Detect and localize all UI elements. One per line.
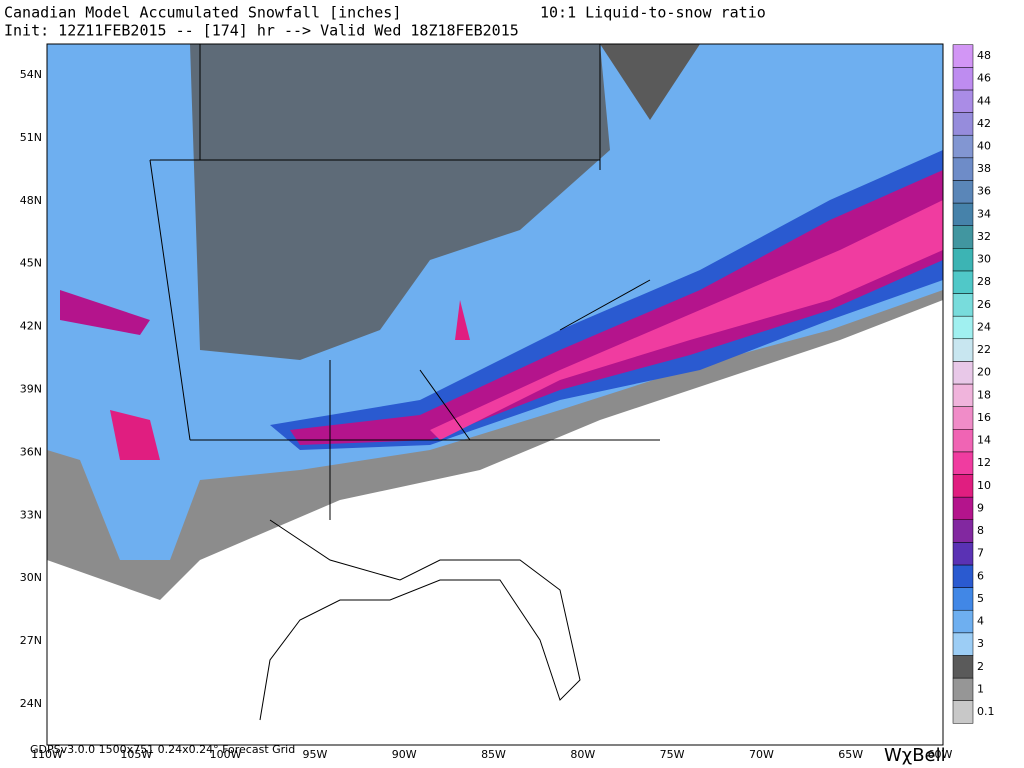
ratio: 10:1 Liquid-to-snow ratio — [540, 4, 766, 22]
colorbar-label: 14 — [977, 434, 991, 447]
colorbar-label: 10 — [977, 479, 991, 492]
colorbar-box — [952, 451, 974, 475]
lat-label: 54N — [20, 68, 42, 81]
lat-label: 45N — [20, 257, 42, 270]
colorbar-label: 30 — [977, 253, 991, 266]
lat-label: 39N — [20, 383, 42, 396]
colorbar-box — [952, 180, 974, 204]
init-line: Init: 12Z11FEB2015 -- [174] hr --> Valid… — [4, 22, 519, 40]
colorbar-label: 9 — [977, 501, 984, 514]
colorbar-label: 12 — [977, 456, 991, 469]
lat-label: 27N — [20, 634, 42, 647]
lat-label: 48N — [20, 194, 42, 207]
colorbar-label: 36 — [977, 185, 991, 198]
colorbar-label: 20 — [977, 366, 991, 379]
colorbar-label: 46 — [977, 72, 991, 85]
colorbar-box — [952, 587, 974, 611]
colorbar-label: 42 — [977, 117, 991, 130]
colorbar-box — [952, 315, 974, 340]
colorbar-label: 40 — [977, 140, 991, 153]
lat-label: 33N — [20, 508, 42, 521]
colorbar-box — [952, 406, 974, 430]
colorbar-label: 24 — [977, 320, 991, 333]
colorbar-box — [952, 519, 974, 543]
lon-label: 110W — [31, 748, 63, 761]
colorbar-box — [952, 564, 974, 588]
lon-label: 105W — [120, 748, 152, 761]
colorbar-label: 18 — [977, 388, 991, 401]
colorbar-box — [952, 202, 974, 226]
lat-label: 30N — [20, 571, 42, 584]
colorbar-label: 1 — [977, 682, 984, 695]
colorbar-box — [952, 157, 974, 181]
colorbar-box — [952, 134, 974, 159]
colorbar-label: 38 — [977, 162, 991, 175]
grid-info: GDPSv3.0.0 1500x751 0.24x0.24° Forecast … — [30, 743, 295, 756]
lon-label: 65W — [838, 748, 863, 761]
colorbar-box — [952, 655, 974, 679]
colorbar-label: 4 — [977, 615, 984, 628]
colorbar-label: 6 — [977, 569, 984, 582]
lat-label: 51N — [20, 131, 42, 144]
map — [46, 43, 944, 746]
colorbar-box — [952, 542, 974, 566]
colorbar-box — [952, 609, 974, 634]
colorbar-box — [952, 44, 974, 68]
colorbar-label: 16 — [977, 411, 991, 424]
colorbar-box — [952, 474, 974, 498]
colorbar-box — [952, 338, 974, 362]
lon-label: 85W — [481, 748, 506, 761]
lon-label: 70W — [749, 748, 774, 761]
colorbar-label: 8 — [977, 524, 984, 537]
colorbar-label: 7 — [977, 547, 984, 560]
logo: WχBell — [884, 745, 946, 766]
colorbar-box — [952, 700, 974, 724]
colorbar-box — [952, 429, 974, 453]
colorbar-box — [952, 293, 974, 317]
colorbar-label: 0.1 — [977, 705, 995, 718]
colorbar-box — [952, 632, 974, 656]
colorbar-label: 5 — [977, 592, 984, 605]
colorbar-label: 22 — [977, 343, 991, 356]
title: Canadian Model Accumulated Snowfall [inc… — [4, 4, 401, 22]
colorbar-box — [952, 361, 974, 385]
lon-label: 75W — [660, 748, 685, 761]
lon-label: 100W — [210, 748, 242, 761]
colorbar-label: 2 — [977, 660, 984, 673]
colorbar-box — [952, 225, 974, 249]
colorbar-box — [952, 248, 974, 272]
colorbar-label: 48 — [977, 49, 991, 62]
colorbar-label: 34 — [977, 207, 991, 220]
lat-label: 42N — [20, 320, 42, 333]
colorbar-box — [952, 383, 974, 407]
colorbar-label: 32 — [977, 230, 991, 243]
colorbar-box — [952, 112, 974, 136]
colorbar-label: 3 — [977, 637, 984, 650]
lon-label: 95W — [302, 748, 327, 761]
colorbar-label: 28 — [977, 275, 991, 288]
lat-label: 36N — [20, 445, 42, 458]
colorbar-box — [952, 67, 974, 91]
colorbar-box — [952, 677, 974, 701]
lon-label: 60W — [928, 748, 953, 761]
colorbar-box — [952, 496, 974, 520]
colorbar-label: 26 — [977, 298, 991, 311]
lat-label: 24N — [20, 697, 42, 710]
colorbar-label: 44 — [977, 94, 991, 107]
lon-label: 90W — [392, 748, 417, 761]
colorbar-box — [952, 89, 974, 113]
colorbar-box — [952, 270, 974, 294]
lon-label: 80W — [570, 748, 595, 761]
